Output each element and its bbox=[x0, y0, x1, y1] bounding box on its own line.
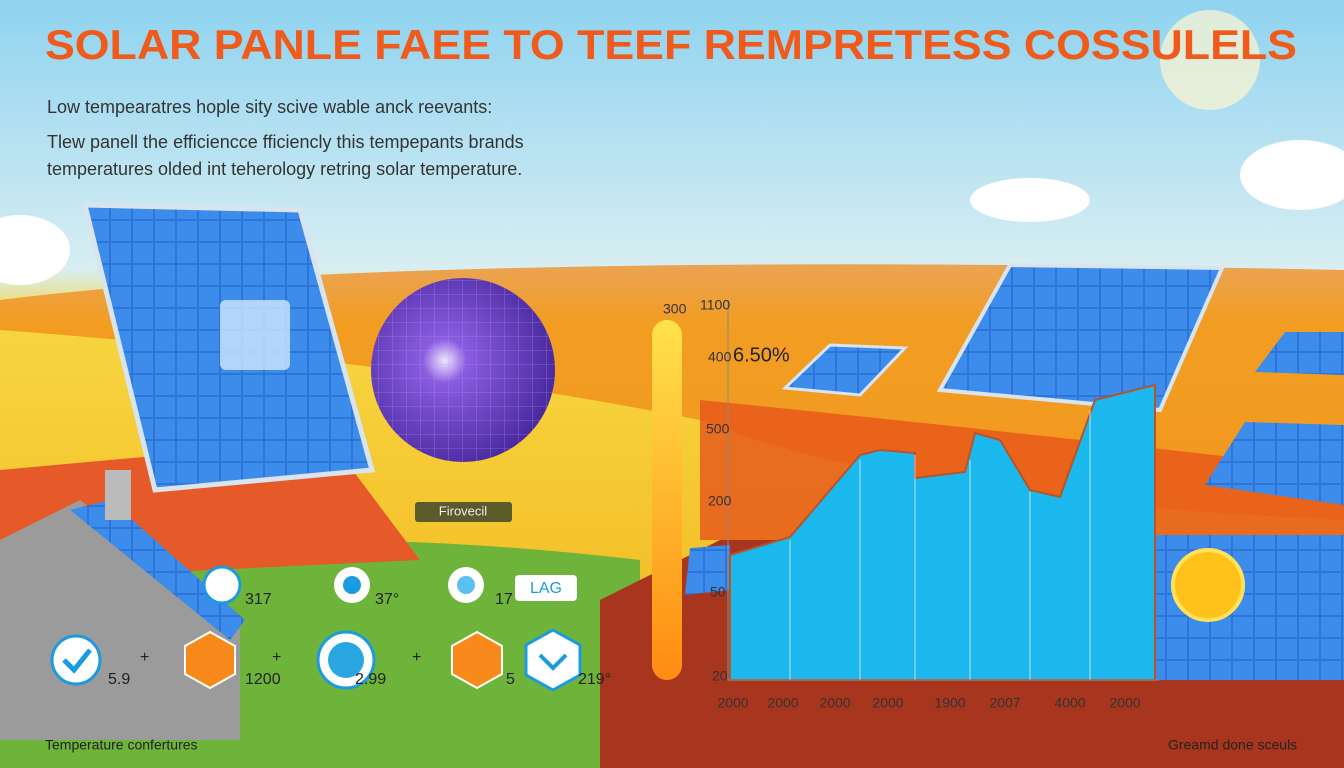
alert-icon bbox=[202, 565, 242, 605]
sun-glow bbox=[1160, 10, 1260, 110]
panel-tag-box bbox=[415, 502, 512, 522]
stat-value: 37° bbox=[375, 591, 399, 608]
stat-value: 1200 bbox=[245, 671, 281, 688]
y-label: 50 bbox=[710, 584, 726, 600]
chart-axes bbox=[727, 300, 1160, 681]
solar-panel bbox=[685, 545, 730, 595]
solar-panel bbox=[936, 262, 1226, 413]
sun-icon-core bbox=[343, 576, 361, 594]
y-label: 20 bbox=[712, 668, 728, 684]
stat-value: 17 bbox=[495, 591, 513, 608]
check-mark bbox=[62, 648, 92, 674]
x-label: 1900 bbox=[934, 695, 965, 711]
house bbox=[0, 500, 240, 740]
y-label: 400 bbox=[708, 349, 732, 365]
hex-icon bbox=[451, 630, 503, 690]
stat-value: 317 bbox=[245, 591, 272, 608]
solar-panel bbox=[781, 343, 909, 397]
area-shape bbox=[729, 383, 1156, 681]
chimney bbox=[105, 470, 131, 520]
x-label: 4000 bbox=[1054, 695, 1085, 711]
badge-box bbox=[515, 575, 577, 601]
title: SOLAR PANLE FAEE TO TEEF REMPRETESS COSS… bbox=[45, 21, 1297, 68]
y-label: 500 bbox=[706, 421, 730, 437]
x-label: 2000 bbox=[819, 695, 850, 711]
plus-sign: + bbox=[412, 649, 421, 666]
solar-panel bbox=[1255, 332, 1344, 375]
chevron bbox=[538, 653, 568, 671]
check-icon bbox=[50, 634, 102, 686]
body-line: Tlew panell the efficiencce fficiencly t… bbox=[47, 132, 524, 152]
hex-icon bbox=[524, 628, 582, 692]
globe-core bbox=[328, 642, 364, 678]
area-dividers bbox=[789, 410, 1091, 680]
stat-value: 5 bbox=[506, 671, 515, 688]
cloud bbox=[970, 178, 1090, 222]
panel-icon bbox=[220, 300, 290, 370]
footer-left: Temperature confertures bbox=[45, 737, 198, 753]
y-label: 200 bbox=[708, 493, 732, 509]
stat-value: 219° bbox=[578, 671, 611, 688]
roof-panel bbox=[70, 500, 245, 640]
plus-sign: + bbox=[140, 649, 149, 666]
solar-panel bbox=[1205, 422, 1344, 505]
thermometer bbox=[652, 320, 682, 680]
cell-orb-grid bbox=[371, 278, 555, 462]
body-line: temperatures olded int teherology retrin… bbox=[47, 159, 522, 179]
footer-right: Greamd done sceuls bbox=[1168, 737, 1297, 753]
panel-tag: Firovecil bbox=[439, 503, 488, 518]
cloud bbox=[0, 215, 70, 285]
x-label: 2000 bbox=[717, 695, 748, 711]
plus-sign: + bbox=[272, 649, 281, 666]
subtitle: Low tempearatres hople sity scive wable … bbox=[47, 97, 492, 117]
sun-icon-core bbox=[457, 576, 475, 594]
x-label: 2007 bbox=[989, 695, 1020, 711]
x-label: 2000 bbox=[1109, 695, 1140, 711]
y-label: 1100 bbox=[700, 297, 730, 313]
cloud bbox=[1240, 140, 1344, 210]
badge: LAG bbox=[530, 580, 562, 597]
hex-icon bbox=[184, 630, 236, 690]
sun bbox=[1171, 548, 1245, 622]
stat-value: 2.99 bbox=[355, 671, 386, 688]
stat-value: 5.9 bbox=[108, 671, 130, 688]
x-label: 2000 bbox=[767, 695, 798, 711]
x-label: 2000 bbox=[872, 695, 903, 711]
y-label: 300 bbox=[663, 301, 687, 317]
chart-annotation: 6.50% bbox=[733, 344, 790, 366]
